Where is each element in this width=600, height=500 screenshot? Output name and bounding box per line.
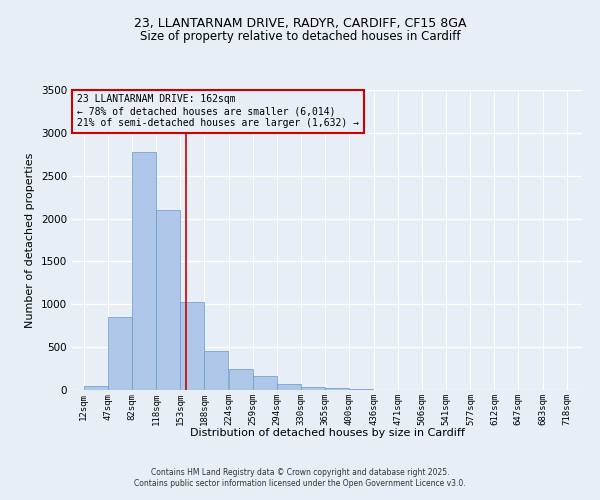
Bar bbox=[325, 388, 349, 390]
Bar bbox=[83, 386, 107, 390]
Text: Distribution of detached houses by size in Cardiff: Distribution of detached houses by size … bbox=[190, 428, 464, 438]
Text: 23, LLANTARNAM DRIVE, RADYR, CARDIFF, CF15 8GA: 23, LLANTARNAM DRIVE, RADYR, CARDIFF, CF… bbox=[134, 18, 466, 30]
Bar bbox=[229, 368, 253, 390]
Y-axis label: Number of detached properties: Number of detached properties bbox=[25, 152, 35, 328]
Bar bbox=[301, 386, 325, 390]
Text: Contains HM Land Registry data © Crown copyright and database right 2025.
Contai: Contains HM Land Registry data © Crown c… bbox=[134, 468, 466, 487]
Bar bbox=[253, 376, 277, 390]
Bar bbox=[107, 317, 131, 390]
Text: 23 LLANTARNAM DRIVE: 162sqm
← 78% of detached houses are smaller (6,014)
21% of : 23 LLANTARNAM DRIVE: 162sqm ← 78% of det… bbox=[77, 94, 359, 128]
Bar bbox=[131, 152, 155, 390]
Bar bbox=[180, 302, 204, 390]
Bar bbox=[277, 384, 301, 390]
Bar bbox=[204, 352, 228, 390]
Bar bbox=[349, 388, 373, 390]
Text: Size of property relative to detached houses in Cardiff: Size of property relative to detached ho… bbox=[140, 30, 460, 43]
Bar bbox=[156, 210, 180, 390]
